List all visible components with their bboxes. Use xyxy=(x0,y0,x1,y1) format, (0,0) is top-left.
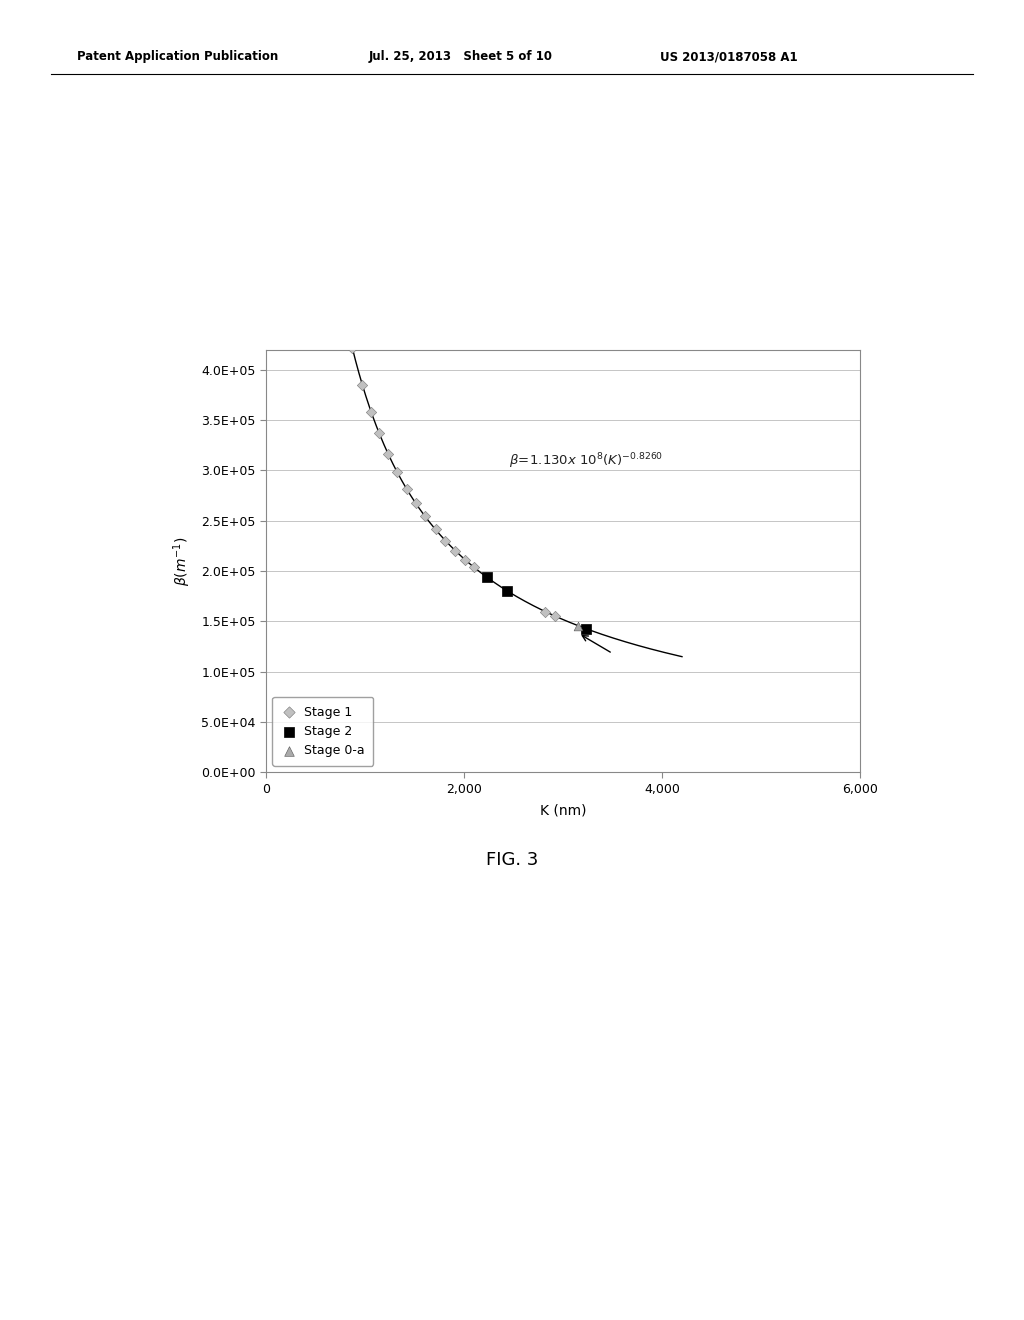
Stage 1 xyxy=(538,601,554,622)
Stage 1 xyxy=(547,606,563,627)
Stage 1 xyxy=(408,492,424,513)
Stage 1 xyxy=(380,444,396,465)
Stage 1 xyxy=(344,338,360,359)
Stage 1 xyxy=(389,461,406,482)
Text: US 2013/0187058 A1: US 2013/0187058 A1 xyxy=(660,50,798,63)
Stage 0-a xyxy=(569,615,586,636)
X-axis label: K (nm): K (nm) xyxy=(540,804,587,818)
Stage 1 xyxy=(362,401,379,422)
Legend: Stage 1, Stage 2, Stage 0-a: Stage 1, Stage 2, Stage 0-a xyxy=(272,697,373,766)
Stage 2 xyxy=(499,579,515,601)
Y-axis label: $\beta(m^{-1})$: $\beta(m^{-1})$ xyxy=(171,536,193,586)
Text: Jul. 25, 2013   Sheet 5 of 10: Jul. 25, 2013 Sheet 5 of 10 xyxy=(369,50,553,63)
Stage 1 xyxy=(398,479,415,500)
Stage 1 xyxy=(437,531,454,552)
Stage 1 xyxy=(371,422,387,444)
Stage 2 xyxy=(479,566,496,587)
Stage 2 xyxy=(578,618,594,639)
Stage 1 xyxy=(354,374,371,395)
Stage 1 xyxy=(417,506,433,527)
Text: Patent Application Publication: Patent Application Publication xyxy=(77,50,279,63)
Stage 1 xyxy=(457,549,473,570)
Stage 1 xyxy=(427,519,443,540)
Stage 1 xyxy=(333,288,349,309)
Stage 1 xyxy=(447,540,464,561)
Text: $\beta\!=\!1.130x\ 10^8(K)^{-0.8260}$: $\beta\!=\!1.130x\ 10^8(K)^{-0.8260}$ xyxy=(509,451,663,471)
Text: FIG. 3: FIG. 3 xyxy=(485,851,539,870)
Stage 1 xyxy=(466,557,482,578)
